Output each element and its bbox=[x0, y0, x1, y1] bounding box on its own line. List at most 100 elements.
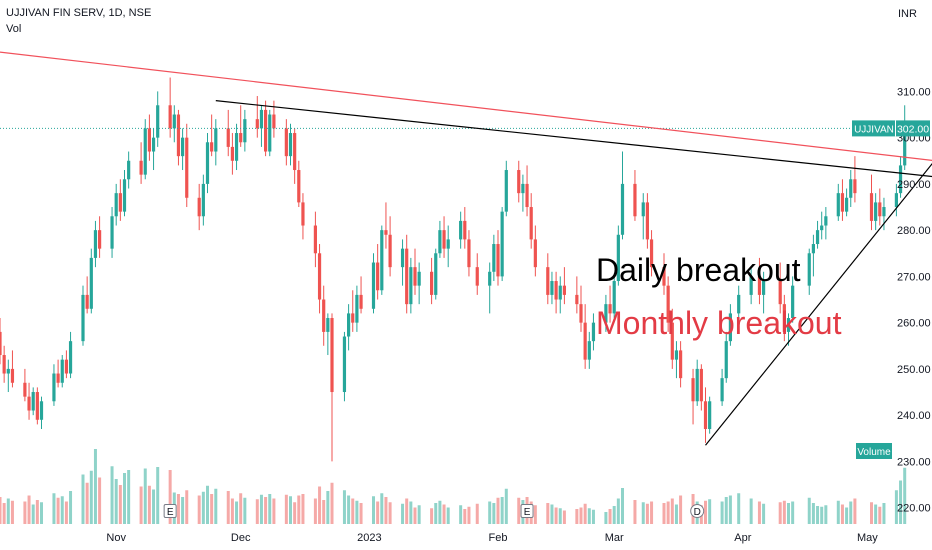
svg-text:Volume: Volume bbox=[857, 447, 891, 458]
volume-bar bbox=[488, 501, 492, 524]
volume-bar bbox=[894, 490, 898, 524]
dividend-marker[interactable]: D bbox=[690, 504, 705, 519]
volume-bar bbox=[533, 505, 537, 524]
candle-body bbox=[641, 202, 645, 217]
volume-bar bbox=[670, 498, 674, 524]
candle-body bbox=[878, 202, 882, 217]
volume-bar bbox=[621, 488, 624, 524]
volume-bar bbox=[583, 503, 587, 524]
volume-bar bbox=[147, 485, 151, 524]
candle-body bbox=[413, 267, 417, 286]
volume-bar bbox=[351, 498, 355, 524]
candle-body bbox=[234, 133, 239, 161]
candle-body bbox=[35, 392, 39, 420]
candle-body bbox=[587, 341, 591, 360]
candle-body bbox=[98, 230, 102, 249]
time-axis[interactable]: NovDec2023FebMarAprMayJunJulAug bbox=[106, 532, 932, 544]
candle-body bbox=[347, 313, 351, 337]
volume-bar bbox=[185, 490, 189, 524]
candle-body bbox=[757, 276, 762, 295]
volume-bar bbox=[878, 506, 882, 524]
candle-body bbox=[255, 119, 259, 129]
volume-bar bbox=[778, 502, 782, 524]
volume-bar bbox=[376, 501, 380, 524]
volume-bar bbox=[139, 486, 143, 524]
volume-bar bbox=[64, 501, 68, 524]
candle-body bbox=[811, 244, 815, 254]
volume-bar bbox=[816, 506, 820, 524]
volume-bar bbox=[608, 509, 612, 524]
volume-bar bbox=[31, 504, 35, 524]
candle-body bbox=[633, 183, 637, 217]
candle-body bbox=[459, 220, 463, 240]
candle-body bbox=[288, 133, 293, 157]
candle-body bbox=[239, 133, 243, 143]
candle-body bbox=[214, 128, 218, 152]
daily-breakout-text: Daily breakout bbox=[596, 252, 801, 288]
candle-body bbox=[226, 128, 230, 147]
volume-bar bbox=[791, 501, 795, 524]
volume-bar bbox=[297, 495, 301, 524]
volume-bar bbox=[301, 494, 305, 524]
trendline-monthly[interactable] bbox=[0, 51, 932, 212]
candle-body bbox=[143, 128, 147, 175]
earnings-marker[interactable]: E bbox=[163, 504, 177, 519]
volume-bar bbox=[849, 501, 853, 524]
volume-bar bbox=[558, 508, 562, 524]
volume-bar bbox=[264, 497, 268, 524]
volume-bar bbox=[201, 491, 205, 524]
event-markers[interactable]: EEDE bbox=[163, 504, 932, 519]
volume-bar bbox=[463, 509, 467, 524]
candle-body bbox=[81, 294, 85, 342]
volume-bar bbox=[500, 497, 504, 524]
y-tick-label: 270.00 bbox=[897, 271, 931, 283]
candle-body bbox=[517, 170, 521, 194]
candle-body bbox=[438, 230, 442, 254]
candle-body bbox=[259, 109, 264, 129]
volume-bar bbox=[492, 503, 496, 524]
candle-body bbox=[205, 142, 210, 184]
trendline-support[interactable] bbox=[705, 17, 932, 446]
volume-bar bbox=[554, 507, 558, 524]
volume-bar bbox=[720, 501, 724, 524]
volume-bar bbox=[666, 501, 670, 524]
x-tick-label: 2023 bbox=[357, 532, 381, 544]
candle-body bbox=[176, 114, 181, 157]
candle-body bbox=[874, 202, 878, 221]
price-axis[interactable]: INR 220.00 230.00 240.00 250.00 260.00 270.00… bbox=[897, 8, 931, 515]
volume-bar bbox=[903, 467, 907, 524]
volume-bar bbox=[459, 505, 463, 524]
candle-body bbox=[591, 322, 596, 342]
candle-body bbox=[201, 183, 205, 217]
volume-bar bbox=[52, 493, 56, 524]
candle-body bbox=[579, 304, 583, 323]
volume-bar bbox=[214, 488, 218, 524]
candle-body bbox=[330, 318, 334, 393]
volume-bar bbox=[757, 501, 761, 524]
volume-label: Vol bbox=[6, 23, 22, 35]
volume-bar bbox=[93, 449, 97, 524]
volume-bar bbox=[579, 507, 583, 524]
volume-bar bbox=[674, 504, 678, 524]
candle-body bbox=[230, 146, 234, 161]
volume-bar bbox=[181, 497, 185, 524]
volume-bar bbox=[268, 494, 272, 524]
earnings-marker[interactable]: E bbox=[520, 504, 534, 519]
volume-bar bbox=[616, 498, 620, 524]
svg-text:302.00: 302.00 bbox=[897, 123, 929, 135]
trendline-daily[interactable] bbox=[215, 100, 932, 224]
volume-bar bbox=[782, 500, 786, 524]
volume-bar bbox=[679, 495, 683, 524]
volume-bar bbox=[650, 501, 654, 524]
volume-bar bbox=[69, 491, 73, 524]
volume-bar bbox=[127, 470, 131, 524]
y-tick-label: 280.00 bbox=[897, 225, 931, 237]
candle-body bbox=[64, 359, 68, 374]
volume-bar bbox=[347, 495, 351, 524]
volume-bar bbox=[587, 508, 591, 524]
volume-bar bbox=[853, 498, 857, 524]
candle-body bbox=[583, 322, 587, 360]
volume-bar bbox=[762, 503, 766, 524]
volume-bar bbox=[176, 494, 180, 524]
